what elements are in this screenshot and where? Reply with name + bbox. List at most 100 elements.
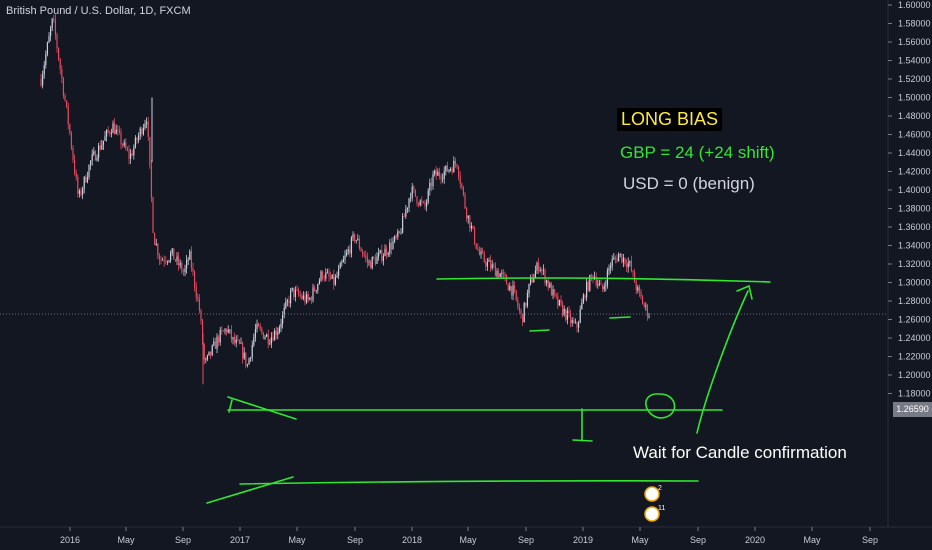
- candle-body: [371, 256, 373, 269]
- wait-confirmation-label: Wait for Candle confirmation: [633, 443, 847, 462]
- candle-body: [413, 186, 415, 190]
- candle-body: [323, 278, 325, 280]
- x-tick-label: May: [288, 535, 306, 545]
- candle-body: [147, 121, 149, 137]
- candle-body: [478, 249, 481, 255]
- candle-body: [134, 137, 137, 148]
- gbp-score-label: GBP = 24 (+24 shift): [620, 143, 775, 162]
- candle-body: [67, 106, 69, 125]
- candle-body: [120, 132, 122, 145]
- candle-body: [270, 337, 273, 344]
- x-tick-label: 2020: [745, 535, 765, 545]
- candle-body: [352, 234, 354, 238]
- candle-body: [563, 309, 565, 316]
- candle-body: [512, 285, 514, 296]
- candle-body: [318, 280, 321, 285]
- resistance-line: [436, 277, 771, 283]
- x-axis[interactable]: 2016 May Sep 2017 May Sep 2018 May Sep 2019 May Sep…: [60, 527, 878, 545]
- y-tick-label: 1.26000: [898, 315, 931, 325]
- candle-body: [456, 164, 458, 167]
- candle-body: [114, 123, 116, 135]
- candle-body: [406, 207, 409, 210]
- candle-body: [53, 18, 55, 20]
- candle-body: [645, 305, 647, 307]
- candle-body: [104, 136, 106, 141]
- candle-body: [330, 276, 332, 279]
- candle-body: [507, 284, 509, 291]
- candle-body: [621, 253, 623, 263]
- candle-body: [286, 300, 289, 302]
- candle-body: [435, 170, 437, 176]
- candle-body: [381, 250, 383, 261]
- x-tick-label: May: [803, 535, 821, 545]
- candle-body: [154, 232, 156, 245]
- candle-body: [531, 277, 533, 283]
- candle-body: [45, 54, 47, 66]
- usd-score-label: USD = 0 (benign): [623, 174, 755, 193]
- candle-body: [390, 242, 393, 249]
- candle-body: [427, 190, 429, 203]
- candle-body: [448, 169, 450, 172]
- candle-body: [530, 277, 532, 284]
- candle-body: [355, 240, 357, 241]
- candle-body: [325, 272, 327, 279]
- candle-body: [398, 231, 401, 233]
- candle-body: [208, 351, 210, 356]
- candle-body: [168, 260, 170, 262]
- chart-title: British Pound / U.S. Dollar, 1D, FXCM: [6, 5, 191, 17]
- candle-body: [130, 153, 132, 159]
- candle-body: [294, 289, 297, 297]
- y-axis[interactable]: 1.60000 1.58000 1.56000 1.54000 1.52000 1.500…: [888, 0, 931, 399]
- candle-body: [618, 254, 620, 262]
- long-bias-label: LONG BIAS: [617, 108, 723, 131]
- candle-body: [429, 182, 431, 191]
- candle-body: [587, 281, 589, 291]
- candle-body: [438, 171, 441, 177]
- candle-body: [589, 275, 591, 291]
- candle-body: [566, 310, 569, 320]
- candle-body: [586, 281, 588, 298]
- wedge-upper-line: [227, 396, 297, 420]
- candle-body: [40, 79, 42, 86]
- candle-body: [48, 36, 50, 43]
- candle-body: [214, 341, 217, 349]
- y-tick-label: 1.50000: [898, 93, 931, 103]
- candle-body: [253, 337, 255, 345]
- right-top-mark: [609, 316, 631, 319]
- left-top-mark: [529, 329, 550, 332]
- candle-body: [520, 310, 522, 314]
- candle-body: [432, 173, 434, 187]
- y-tick-label: 1.54000: [898, 56, 931, 66]
- candle-body: [126, 148, 129, 151]
- candle-body: [422, 201, 425, 203]
- candle-body: [218, 336, 220, 343]
- candle-body: [125, 142, 127, 149]
- y-tick-label: 1.40000: [898, 185, 931, 195]
- y-tick-label: 1.42000: [898, 167, 931, 177]
- candle-body: [306, 294, 308, 303]
- candle-body: [274, 330, 276, 341]
- candle-body: [502, 272, 505, 274]
- candle-body: [510, 286, 513, 296]
- candle-body: [304, 295, 306, 303]
- candle-body: [80, 190, 82, 195]
- candle-body: [234, 337, 236, 344]
- candle-body: [627, 262, 629, 268]
- candle-body: [251, 344, 253, 358]
- candle-body: [357, 238, 359, 241]
- uk-event-flag-icon: [644, 486, 660, 502]
- candle-body: [222, 330, 225, 332]
- candle-body: [443, 171, 445, 179]
- candle-body: [272, 337, 274, 341]
- candle-body: [230, 329, 233, 340]
- candle-body: [554, 289, 556, 294]
- candle-body: [312, 287, 314, 301]
- candle-body: [213, 341, 215, 346]
- candle-body: [98, 145, 100, 158]
- candle-body: [584, 295, 586, 298]
- y-tick-label: 1.22000: [898, 352, 931, 362]
- candle-body: [475, 243, 477, 249]
- candle-body: [576, 322, 578, 328]
- candle-body: [605, 285, 607, 287]
